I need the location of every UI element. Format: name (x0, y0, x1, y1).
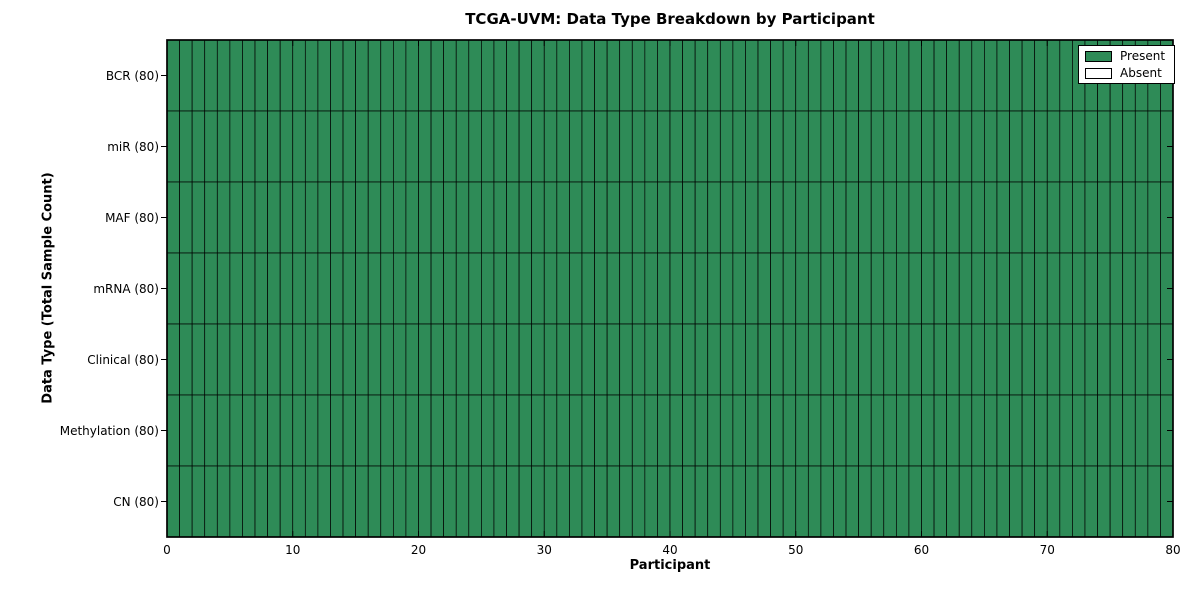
legend-label-present: Present (1120, 49, 1166, 63)
x-tick-label: 0 (163, 543, 171, 557)
chart-title: TCGA-UVM: Data Type Breakdown by Partici… (465, 10, 875, 28)
legend-label-absent: Absent (1120, 66, 1162, 80)
x-tick-label: 10 (285, 543, 301, 557)
x-tick-label: 30 (536, 543, 552, 557)
x-axis-label: Participant (629, 558, 711, 573)
absent-swatch (1085, 67, 1112, 79)
y-axis-label: Data Type (Total Sample Count) (40, 172, 56, 404)
legend-item-absent: Absent (1085, 67, 1165, 79)
y-tick-label: MAF (80) (105, 210, 159, 225)
y-tick-label: BCR (80) (105, 68, 159, 83)
present-swatch (1085, 50, 1112, 62)
x-tick-label: 20 (410, 543, 427, 557)
legend: Present Absent (1078, 45, 1176, 84)
y-tick-label: miR (80) (107, 139, 159, 154)
x-tick-label: 40 (662, 543, 678, 557)
x-tick-label: 60 (913, 543, 930, 557)
legend-item-present: Present (1085, 50, 1165, 62)
x-tick-label: 80 (1165, 543, 1181, 557)
x-tick-label: 50 (788, 543, 804, 557)
y-tick-label: Methylation (80) (59, 423, 159, 438)
x-tick-label: 70 (1039, 543, 1055, 557)
y-tick-label: mRNA (80) (93, 281, 159, 296)
y-tick-label: Clinical (80) (87, 352, 159, 367)
y-tick-label: CN (80) (113, 494, 159, 509)
